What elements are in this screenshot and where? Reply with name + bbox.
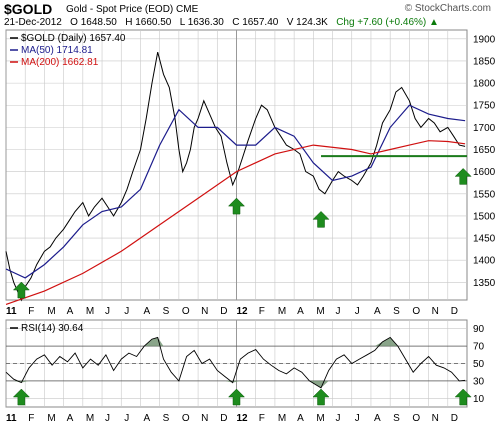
price-y-tick-label: 1750: [473, 101, 496, 112]
price-x-tick-label: N: [201, 306, 208, 317]
price-x-tick-label: A: [67, 306, 74, 317]
price-x-tick-label: N: [432, 306, 439, 317]
rsi-x-tick-label: 12: [237, 413, 249, 424]
price-series-ma-50: [5, 104, 466, 279]
legend-entry: $GOLD (Daily) 1657.40: [21, 33, 126, 44]
stockcharts-logo[interactable]: © StockCharts.com: [404, 3, 491, 14]
up-arrow-icon: [12, 388, 30, 406]
quote-change: Chg +7.60 (+0.46%): [336, 17, 427, 28]
rsi-x-tick-label: M: [47, 413, 55, 424]
rsi-x-tick-label: D: [451, 413, 458, 424]
legend-entry: MA(50) 1714.81: [21, 45, 93, 56]
rsi-x-tick-label: J: [336, 413, 341, 424]
rsi-y-tick-label: 10: [473, 394, 485, 405]
price-y-tick-label: 1850: [473, 56, 496, 67]
quote-low: L 1636.30: [179, 17, 224, 28]
price-x-tick-label: J: [105, 306, 110, 317]
price-x-tick-label: 12: [237, 306, 249, 317]
price-y-tick-label: 1650: [473, 145, 496, 156]
price-x-tick-label: M: [86, 306, 94, 317]
up-arrow-icon: [12, 281, 30, 299]
quote-close: C 1657.40: [232, 17, 279, 28]
rsi-x-tick-label: F: [259, 413, 265, 424]
rsi-y-tick-label: 70: [473, 342, 485, 353]
price-x-tick-label: S: [163, 306, 170, 317]
price-x-tick-label: D: [451, 306, 458, 317]
symbol-title: $GOLD: [4, 1, 53, 17]
up-arrow-icon: [454, 168, 472, 185]
rsi-x-tick-label: N: [432, 413, 439, 424]
legend-entry: RSI(14) 30.64: [21, 323, 84, 334]
rsi-x-tick-label: S: [393, 413, 400, 424]
price-x-tick-label: M: [47, 306, 55, 317]
rsi-series-rsi-14: [5, 336, 466, 389]
rsi-x-tick-label: O: [182, 413, 190, 424]
rsi-x-tick-label: J: [105, 413, 110, 424]
rsi-x-tick-label: F: [28, 413, 34, 424]
price-series-ma-200: [5, 140, 466, 305]
rsi-y-tick-label: 90: [473, 324, 485, 335]
rsi-x-tick-label: O: [412, 413, 420, 424]
rsi-x-tick-label: D: [220, 413, 227, 424]
rsi-x-tick-label: A: [374, 413, 381, 424]
rsi-y-tick-label: 30: [473, 376, 485, 387]
chart-header: $GOLD Gold - Spot Price (EOD) CME © Stoc…: [0, 0, 497, 30]
legend-entry: MA(200) 1662.81: [21, 57, 99, 68]
price-y-tick-label: 1600: [473, 167, 496, 178]
price-x-tick-label: O: [412, 306, 420, 317]
price-x-tick-label: F: [259, 306, 265, 317]
rsi-x-tick-label: A: [297, 413, 304, 424]
up-arrow-icon: [227, 197, 246, 215]
ohlc-row: 21-Dec-2012 O 1648.50 H 1660.50 L 1636.3…: [4, 17, 439, 28]
up-arrow-icon: ▲: [429, 17, 439, 28]
rsi-x-tick-label: M: [86, 413, 94, 424]
quote-open: O 1648.50: [70, 17, 117, 28]
rsi-y-tick-label: 50: [473, 359, 485, 370]
up-arrow-icon: [227, 388, 246, 406]
quote-high: H 1660.50: [125, 17, 172, 28]
price-x-tick-label: A: [297, 306, 304, 317]
up-arrow-icon: [312, 210, 330, 228]
symbol-subtitle: Gold - Spot Price (EOD) CME: [66, 4, 199, 15]
price-y-tick-label: 1800: [473, 79, 496, 90]
rsi-x-tick-label: A: [67, 413, 74, 424]
price-x-tick-label: F: [28, 306, 34, 317]
price-x-tick-label: A: [143, 306, 150, 317]
rsi-x-tick-label: J: [124, 413, 129, 424]
price-x-tick-label: M: [316, 306, 324, 317]
rsi-x-tick-label: J: [355, 413, 360, 424]
rsi-x-tick-label: 11: [6, 413, 17, 424]
rsi-x-tick-label: M: [316, 413, 324, 424]
quote-volume: V 124.3K: [286, 17, 328, 28]
up-arrow-icon: [312, 388, 330, 406]
price-y-tick-label: 1350: [473, 278, 496, 289]
price-x-tick-label: A: [374, 306, 381, 317]
rsi-x-tick-label: A: [143, 413, 150, 424]
price-series-gold-daily: [5, 51, 466, 302]
price-y-tick-label: 1450: [473, 234, 496, 245]
price-x-tick-label: O: [182, 306, 190, 317]
rsi-x-tick-label: N: [201, 413, 208, 424]
price-x-tick-label: J: [124, 306, 129, 317]
price-x-tick-label: M: [278, 306, 286, 317]
price-x-tick-label: D: [220, 306, 227, 317]
price-x-tick-label: J: [355, 306, 360, 317]
price-y-tick-label: 1900: [473, 34, 496, 45]
price-y-tick-label: 1400: [473, 256, 496, 267]
price-x-tick-label: 11: [6, 306, 17, 317]
price-x-tick-label: S: [393, 306, 400, 317]
up-arrow-icon: [454, 388, 472, 406]
price-y-tick-label: 1550: [473, 189, 496, 200]
rsi-x-tick-label: S: [163, 413, 170, 424]
rsi-x-tick-label: M: [278, 413, 286, 424]
price-y-tick-label: 1500: [473, 211, 496, 222]
price-x-tick-label: J: [336, 306, 341, 317]
quote-date: 21-Dec-2012: [4, 17, 62, 28]
price-y-tick-label: 1700: [473, 123, 496, 134]
